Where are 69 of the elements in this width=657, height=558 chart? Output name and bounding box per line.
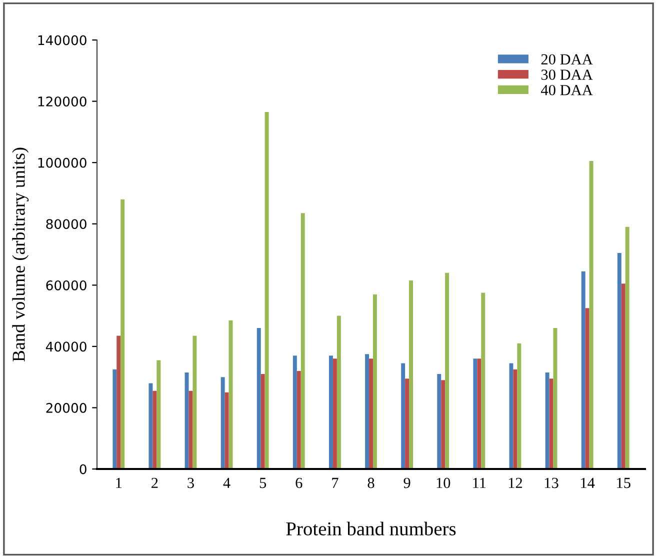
bar (517, 343, 522, 469)
bar (553, 328, 558, 469)
y-tick-label: 60000 (46, 280, 86, 290)
x-tick-label: 13 (544, 478, 558, 488)
y-tick-label: 20000 (46, 402, 86, 413)
bar (409, 280, 413, 469)
bar (296, 370, 301, 469)
y-tick-label: 120000 (38, 96, 86, 106)
x-tick-label: 11 (473, 478, 486, 488)
x-tick-label: 10 (436, 478, 450, 488)
bar (332, 358, 337, 469)
y-tick-label: 80000 (46, 219, 86, 230)
x-axis-title: Protein band numbers (286, 522, 456, 536)
bar (372, 294, 377, 469)
bar (445, 272, 450, 469)
bar (441, 380, 446, 469)
bar (112, 369, 117, 469)
bar (581, 271, 586, 469)
bar (625, 226, 630, 469)
bar (585, 308, 590, 469)
x-tick-label: 2 (152, 478, 158, 488)
bar (617, 252, 622, 469)
bar (329, 356, 333, 469)
x-tick-label: 7 (332, 478, 338, 488)
legend-label: 20 DAA (541, 54, 593, 64)
bar (336, 316, 341, 469)
y-tick-label: 0 (80, 464, 86, 474)
y-axis-title: Band volume (arbitrary units) (12, 148, 29, 362)
bar (292, 356, 297, 469)
bar (152, 390, 157, 469)
bar (545, 372, 550, 469)
bar (621, 284, 626, 469)
y-tick-label: 40000 (46, 342, 86, 352)
bar (365, 354, 370, 469)
bar (405, 378, 410, 469)
x-tick-label: 3 (188, 478, 194, 488)
bar (264, 112, 269, 469)
bar (369, 358, 373, 469)
x-tick-label: 1 (116, 478, 122, 488)
legend-label: 30 DAA (541, 70, 593, 80)
bar (473, 358, 478, 469)
x-tick-label: 4 (223, 478, 230, 488)
bar (184, 372, 189, 469)
x-tick-label: 14 (581, 478, 595, 488)
bar (481, 292, 486, 469)
x-tick-label: 9 (404, 478, 410, 488)
legend-label: 40 DAA (540, 84, 593, 96)
y-tick-label: 100000 (38, 158, 86, 168)
x-tick-label: 5 (260, 478, 266, 488)
bar (220, 377, 225, 469)
y-tick-label: 140000 (38, 35, 86, 46)
bar (300, 213, 305, 469)
bar (192, 336, 197, 469)
bar (589, 161, 594, 469)
bar (401, 363, 406, 469)
x-tick-label: 8 (368, 478, 374, 488)
x-tick-label: 15 (617, 478, 630, 488)
bar (256, 328, 261, 469)
bar (260, 374, 265, 469)
x-tick-label: 6 (296, 478, 302, 488)
bar (437, 374, 442, 469)
bar (116, 336, 121, 469)
bar (224, 392, 229, 469)
bar (513, 369, 518, 469)
bar (120, 199, 125, 469)
x-tick-label: 12 (508, 478, 522, 488)
bar (156, 360, 161, 469)
bar (477, 358, 482, 469)
bar (148, 383, 153, 469)
